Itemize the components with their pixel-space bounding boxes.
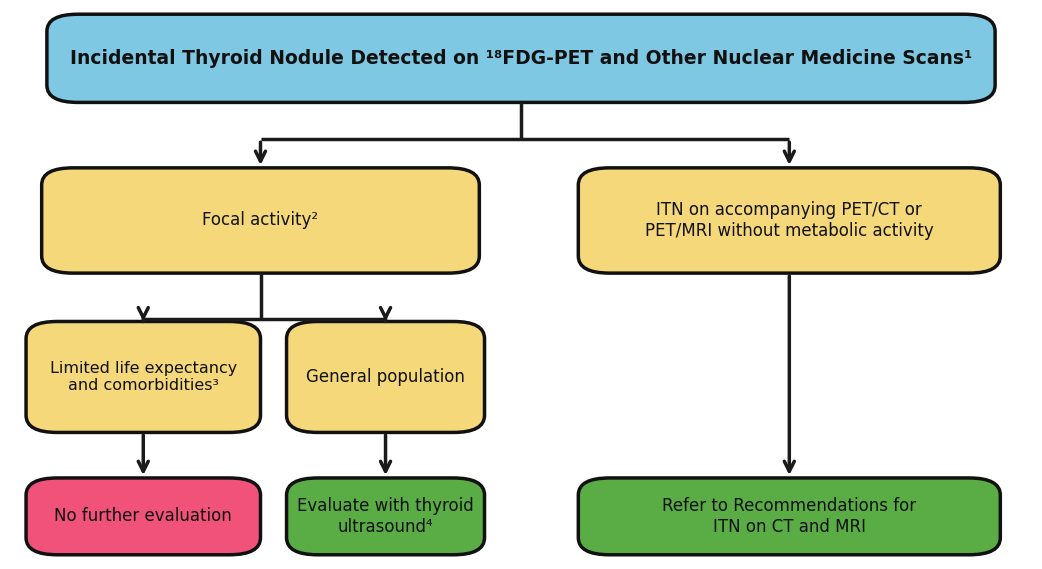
FancyBboxPatch shape — [26, 321, 260, 432]
FancyBboxPatch shape — [578, 478, 1000, 555]
Text: Refer to Recommendations for
ITN on CT and MRI: Refer to Recommendations for ITN on CT a… — [663, 497, 916, 536]
Text: No further evaluation: No further evaluation — [54, 508, 232, 525]
Text: Limited life expectancy
and comorbidities³: Limited life expectancy and comorbiditie… — [50, 361, 237, 393]
FancyBboxPatch shape — [26, 478, 260, 555]
Text: General population: General population — [306, 368, 465, 386]
Text: Evaluate with thyroid
ultrasound⁴: Evaluate with thyroid ultrasound⁴ — [297, 497, 474, 536]
Text: Incidental Thyroid Nodule Detected on ¹⁸FDG-PET and Other Nuclear Medicine Scans: Incidental Thyroid Nodule Detected on ¹⁸… — [70, 49, 972, 68]
FancyBboxPatch shape — [287, 321, 485, 432]
Text: ITN on accompanying PET/CT or
PET/MRI without metabolic activity: ITN on accompanying PET/CT or PET/MRI wi… — [645, 201, 934, 240]
FancyBboxPatch shape — [578, 168, 1000, 273]
FancyBboxPatch shape — [47, 14, 995, 102]
FancyBboxPatch shape — [42, 168, 479, 273]
FancyBboxPatch shape — [287, 478, 485, 555]
Text: Focal activity²: Focal activity² — [202, 212, 319, 229]
